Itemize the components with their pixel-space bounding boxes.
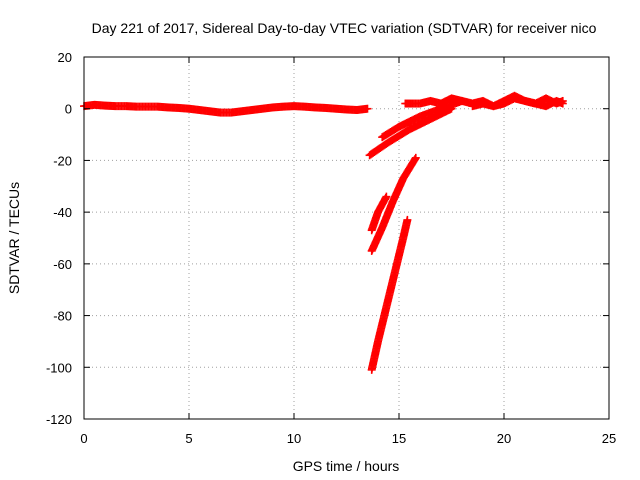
x-tick-label: 10 — [287, 431, 301, 446]
x-tick-label: 5 — [185, 431, 192, 446]
data-segment — [468, 91, 567, 111]
axis-ticks: 0 5 10 15 20 25 20 0 -20 -40 -60 -80 -100 -120 — [46, 50, 616, 446]
data-point — [403, 215, 412, 224]
x-axis-label: GPS time / hours — [293, 458, 400, 474]
data-segment — [367, 215, 412, 374]
y-axis-label: SDTVAR / TECUs — [6, 182, 22, 294]
data-segment — [80, 100, 372, 117]
x-tick-label: 25 — [602, 431, 616, 446]
y-tick-label: 0 — [65, 102, 72, 117]
data-point — [558, 99, 567, 108]
x-tick-label: 20 — [497, 431, 511, 446]
y-tick-label: -40 — [53, 205, 72, 220]
y-tick-label: 20 — [58, 50, 72, 65]
x-tick-label: 15 — [392, 431, 406, 446]
data-segment — [365, 104, 456, 160]
y-tick-label: -20 — [53, 153, 72, 168]
data-segment — [367, 153, 420, 255]
data-point — [411, 153, 420, 162]
y-tick-label: -100 — [46, 360, 72, 375]
chart-title: Day 221 of 2017, Sidereal Day-to-day VTE… — [92, 20, 597, 36]
y-tick-label: -120 — [46, 412, 72, 427]
data-segment — [367, 192, 391, 235]
x-tick-label: 0 — [80, 431, 87, 446]
y-tick-label: -80 — [53, 309, 72, 324]
grid-lines — [84, 57, 609, 419]
data-point — [363, 104, 372, 113]
data-point — [382, 192, 391, 201]
data-points — [80, 91, 567, 374]
plot-frame — [83, 56, 610, 420]
y-tick-label: -60 — [53, 257, 72, 272]
